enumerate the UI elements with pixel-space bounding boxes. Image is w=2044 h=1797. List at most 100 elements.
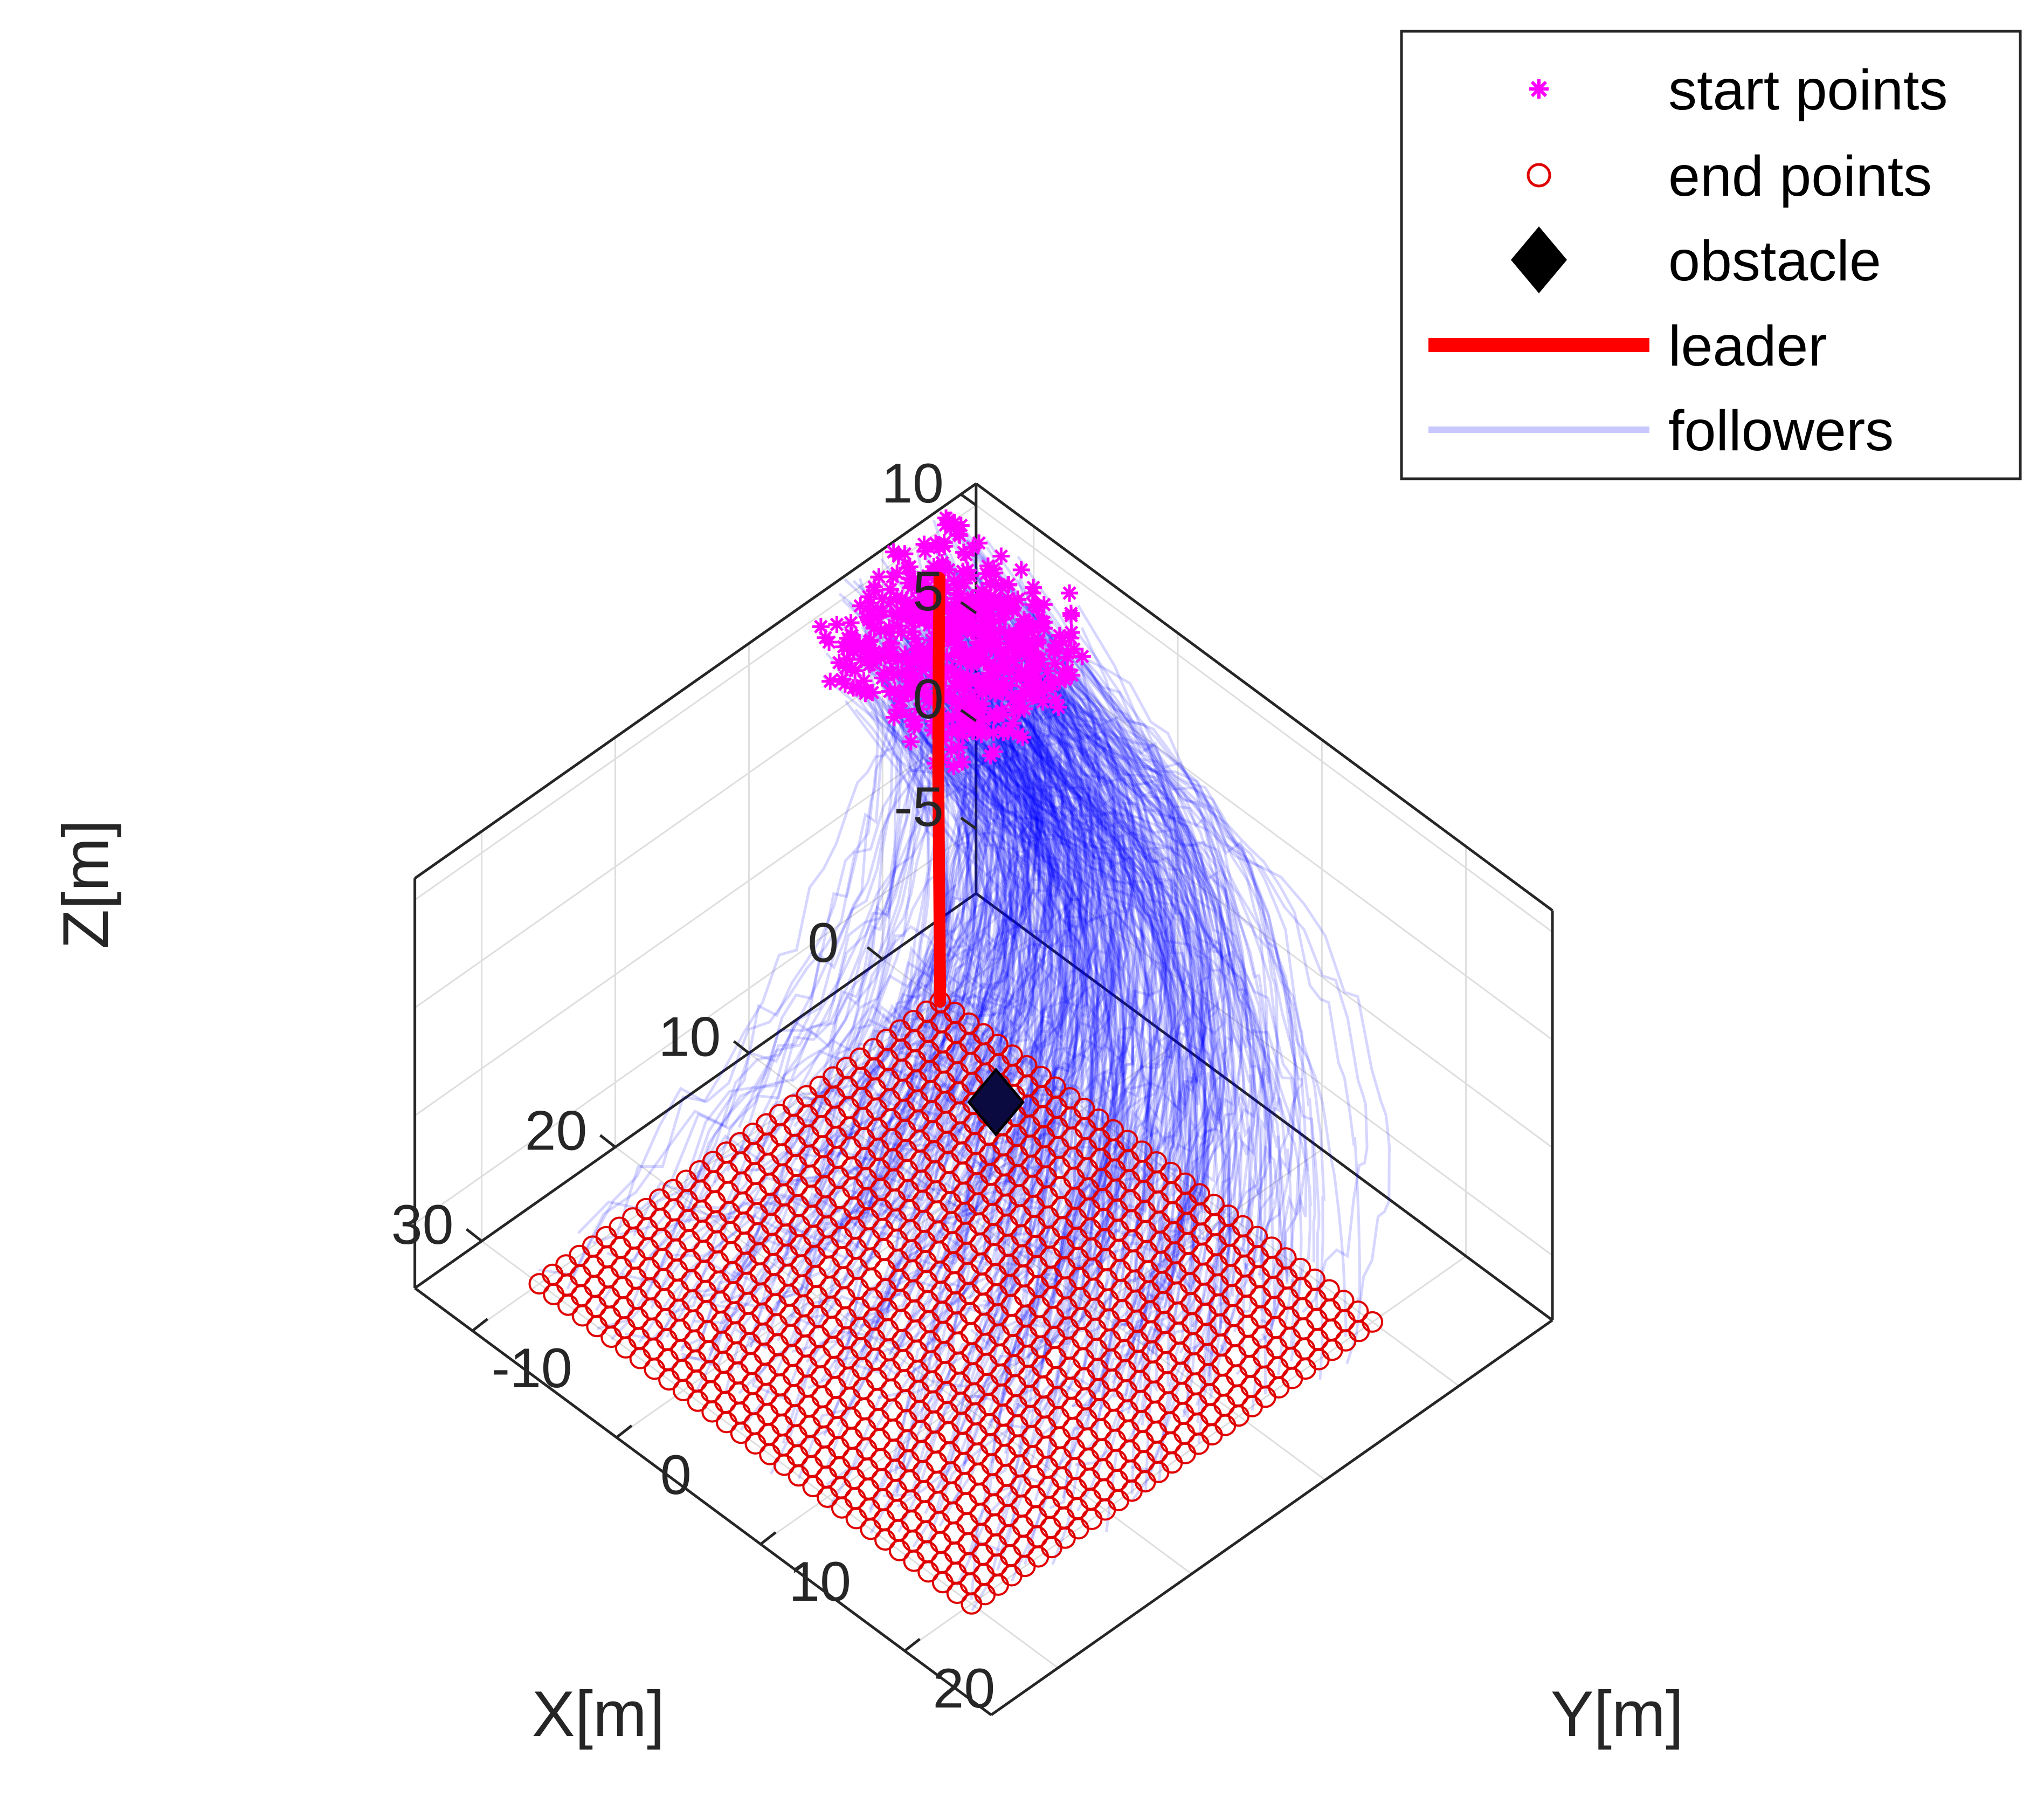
- axes-box-edge: [414, 482, 977, 880]
- leader-line: [932, 572, 947, 1008]
- follower-path: [931, 593, 1137, 1510]
- follower-path: [681, 715, 1041, 1368]
- follower-path: [966, 613, 1263, 1280]
- follower-path: [1036, 671, 1226, 1296]
- start-point: [951, 527, 969, 545]
- z-tick: [960, 708, 977, 722]
- follower-path: [818, 639, 1074, 1348]
- end-point: [841, 1427, 863, 1449]
- follower-path: [973, 619, 1207, 1410]
- follower-path: [834, 657, 1075, 1107]
- end-point: [888, 1539, 910, 1561]
- z-tick-label: -5: [894, 776, 943, 838]
- follower-path: [1023, 601, 1176, 1241]
- start-point: [882, 581, 900, 598]
- follower-path: [980, 671, 1207, 1316]
- follower-path: [998, 588, 1302, 1411]
- start-point: [1010, 636, 1027, 654]
- z-tick: [960, 601, 977, 615]
- legend-item: followers: [1428, 399, 1894, 463]
- follower-path: [979, 586, 1325, 1380]
- follower-path: [1000, 673, 1158, 1321]
- end-point: [596, 1246, 618, 1268]
- follower-path: [988, 670, 1114, 1259]
- grid-line-z-wall-x: [414, 504, 977, 901]
- start-point: [992, 547, 1010, 565]
- end-point: [614, 1337, 637, 1359]
- start-point: [1054, 664, 1072, 681]
- start-point: [861, 602, 879, 620]
- end-point: [1319, 1299, 1341, 1321]
- follower-path: [1014, 657, 1127, 1094]
- follower-path: [866, 638, 1119, 1320]
- follower-path: [980, 621, 1248, 1173]
- end-point: [585, 1296, 607, 1317]
- start-point: [970, 534, 988, 552]
- end-point: [798, 1395, 820, 1417]
- end-point: [744, 1433, 766, 1455]
- follower-path: [723, 698, 972, 1395]
- follower-path: [838, 669, 1032, 1174]
- start-point: [958, 561, 976, 579]
- start-point: [953, 753, 971, 771]
- end-point: [757, 1403, 779, 1426]
- start-point: [1039, 662, 1056, 680]
- follower-path: [795, 657, 1042, 1161]
- follower-path: [1019, 673, 1127, 1159]
- follower-path: [996, 582, 1191, 1231]
- x-tick-label: 30: [391, 1194, 454, 1256]
- end-point: [583, 1255, 605, 1277]
- follower-path: [969, 752, 1255, 1241]
- follower-path: [973, 545, 1218, 1361]
- follower-path: [874, 596, 1019, 1363]
- end-point: [1090, 1419, 1112, 1441]
- end-point: [1160, 1432, 1182, 1454]
- end-point: [811, 1386, 833, 1408]
- start-point: [899, 559, 916, 577]
- follower-path: [944, 653, 1169, 1160]
- end-point: [956, 1512, 978, 1534]
- follower-path: [926, 653, 1169, 1546]
- follower-path: [965, 612, 1237, 1328]
- end-point: [701, 1401, 723, 1423]
- grid-layer: [414, 504, 1553, 1669]
- follower-path: [1004, 686, 1136, 1186]
- follower-path: [975, 738, 1113, 1290]
- follower-path: [951, 678, 1194, 1482]
- end-point: [672, 1380, 694, 1401]
- follower-path: [958, 607, 1267, 1377]
- follower-path: [893, 683, 1117, 1461]
- axes-box-edge: [414, 1287, 992, 1716]
- legend: start points end points obstacle leader foll…: [1400, 30, 2022, 480]
- follower-path: [993, 678, 1139, 1252]
- end-point: [1040, 1517, 1062, 1538]
- end-point: [955, 1492, 977, 1514]
- legend-start-icon: [1530, 80, 1548, 98]
- follower-path: [1031, 614, 1234, 1418]
- follower-path: [886, 634, 1055, 1313]
- start-point: [902, 733, 920, 751]
- x-tick-label: 0: [807, 912, 839, 974]
- follower-path: [1026, 656, 1280, 1350]
- x-tick: [599, 1134, 617, 1148]
- start-point: [873, 669, 891, 687]
- start-point: [821, 672, 839, 690]
- follower-path: [985, 698, 1239, 1329]
- end-point: [931, 1552, 952, 1573]
- follower-path: [966, 658, 1232, 1423]
- start-point: [919, 582, 937, 600]
- follower-path: [938, 698, 1099, 1527]
- end-points: [528, 991, 1384, 1615]
- follower-path: [991, 601, 1133, 1126]
- end-point: [1079, 1468, 1101, 1490]
- follower-path: [961, 630, 1123, 1078]
- start-point: [1073, 648, 1091, 665]
- follower-path: [650, 739, 1019, 1304]
- follower-path: [948, 615, 1152, 1412]
- end-point: [1237, 1315, 1259, 1337]
- grid-line-z-wall-y: [975, 612, 1553, 1041]
- follower-path: [952, 622, 1199, 1327]
- end-point: [1249, 1286, 1272, 1308]
- follower-path: [939, 677, 1189, 1193]
- follower-path: [937, 592, 1192, 1178]
